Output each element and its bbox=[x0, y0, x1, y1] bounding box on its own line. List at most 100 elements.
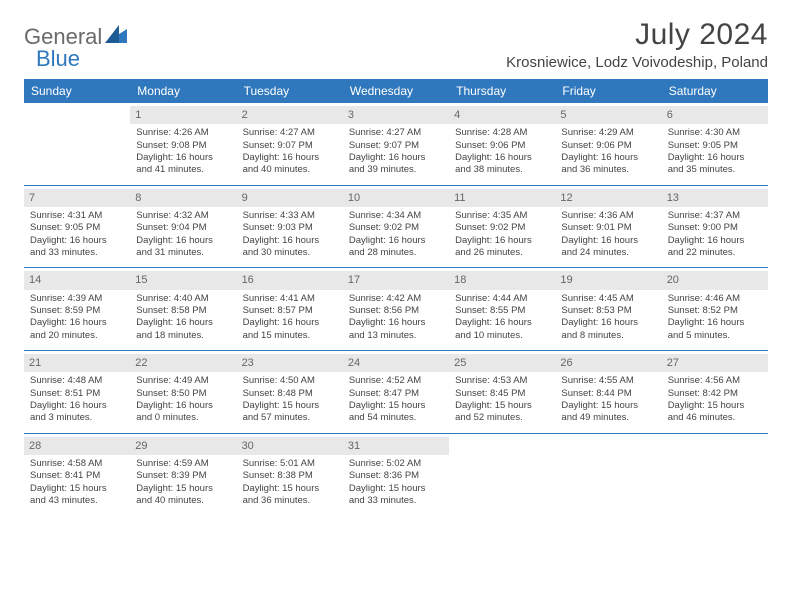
day-info-line: Sunrise: 4:45 AM bbox=[561, 293, 655, 305]
dow-friday: Friday bbox=[555, 79, 661, 103]
dow-sunday: Sunday bbox=[24, 79, 130, 103]
day-info-line: Daylight: 15 hours bbox=[136, 483, 230, 495]
day-cell: 11Sunrise: 4:35 AMSunset: 9:02 PMDayligh… bbox=[449, 186, 555, 268]
day-info-line: and 54 minutes. bbox=[349, 412, 443, 424]
day-number: 19 bbox=[555, 271, 661, 289]
day-cell: 15Sunrise: 4:40 AMSunset: 8:58 PMDayligh… bbox=[130, 268, 236, 350]
day-info-line: Sunrise: 4:35 AM bbox=[455, 210, 549, 222]
day-info-line: Daylight: 15 hours bbox=[30, 483, 124, 495]
week-row: .1Sunrise: 4:26 AMSunset: 9:08 PMDayligh… bbox=[24, 103, 768, 185]
day-info-line: Daylight: 16 hours bbox=[243, 152, 337, 164]
day-number: 17 bbox=[343, 271, 449, 289]
day-info-line: Sunrise: 4:59 AM bbox=[136, 458, 230, 470]
day-info-line: Sunset: 9:03 PM bbox=[243, 222, 337, 234]
day-cell: 9Sunrise: 4:33 AMSunset: 9:03 PMDaylight… bbox=[237, 186, 343, 268]
day-info-line: Sunset: 8:58 PM bbox=[136, 305, 230, 317]
day-cell: 5Sunrise: 4:29 AMSunset: 9:06 PMDaylight… bbox=[555, 103, 661, 185]
day-cell: 17Sunrise: 4:42 AMSunset: 8:56 PMDayligh… bbox=[343, 268, 449, 350]
day-info-line: Sunset: 9:01 PM bbox=[561, 222, 655, 234]
day-number: 30 bbox=[237, 437, 343, 455]
day-info-line: Daylight: 16 hours bbox=[30, 317, 124, 329]
day-cell: . bbox=[24, 103, 130, 185]
day-number: 3 bbox=[343, 106, 449, 124]
day-info-line: Sunset: 8:39 PM bbox=[136, 470, 230, 482]
day-cell: . bbox=[449, 434, 555, 516]
day-info-line: Sunrise: 4:31 AM bbox=[30, 210, 124, 222]
day-number: 31 bbox=[343, 437, 449, 455]
day-info-line: Daylight: 16 hours bbox=[561, 235, 655, 247]
day-info-line: Sunrise: 4:26 AM bbox=[136, 127, 230, 139]
day-info-line: and 38 minutes. bbox=[455, 164, 549, 176]
day-info-line: and 24 minutes. bbox=[561, 247, 655, 259]
day-info-line: Daylight: 16 hours bbox=[30, 235, 124, 247]
day-cell: 7Sunrise: 4:31 AMSunset: 9:05 PMDaylight… bbox=[24, 186, 130, 268]
header: General July 2024 Krosniewice, Lodz Voiv… bbox=[24, 18, 768, 71]
day-info-line: Daylight: 16 hours bbox=[136, 317, 230, 329]
day-info-line: and 35 minutes. bbox=[668, 164, 762, 176]
day-info-line: and 13 minutes. bbox=[349, 330, 443, 342]
day-cell: 18Sunrise: 4:44 AMSunset: 8:55 PMDayligh… bbox=[449, 268, 555, 350]
day-info-line: and 39 minutes. bbox=[349, 164, 443, 176]
day-info-line: Daylight: 16 hours bbox=[455, 317, 549, 329]
day-info-line: and 22 minutes. bbox=[668, 247, 762, 259]
day-info-line: and 40 minutes. bbox=[243, 164, 337, 176]
day-info-line: and 3 minutes. bbox=[30, 412, 124, 424]
day-info-line: Sunrise: 4:46 AM bbox=[668, 293, 762, 305]
logo-text-blue: Blue bbox=[36, 46, 80, 71]
day-info-line: and 0 minutes. bbox=[136, 412, 230, 424]
day-info-line: Sunrise: 4:56 AM bbox=[668, 375, 762, 387]
day-info-line: Sunset: 9:06 PM bbox=[561, 140, 655, 152]
day-number: 5 bbox=[555, 106, 661, 124]
day-number: 16 bbox=[237, 271, 343, 289]
day-cell: 8Sunrise: 4:32 AMSunset: 9:04 PMDaylight… bbox=[130, 186, 236, 268]
day-info-line: and 15 minutes. bbox=[243, 330, 337, 342]
day-cell: 10Sunrise: 4:34 AMSunset: 9:02 PMDayligh… bbox=[343, 186, 449, 268]
day-info-line: Sunset: 9:05 PM bbox=[668, 140, 762, 152]
day-info-line: Sunrise: 4:34 AM bbox=[349, 210, 443, 222]
day-info-line: Daylight: 16 hours bbox=[243, 235, 337, 247]
day-info-line: Sunset: 8:52 PM bbox=[668, 305, 762, 317]
day-cell: 6Sunrise: 4:30 AMSunset: 9:05 PMDaylight… bbox=[662, 103, 768, 185]
day-info-line: and 33 minutes. bbox=[349, 495, 443, 507]
day-info-line: Sunrise: 4:28 AM bbox=[455, 127, 549, 139]
day-info-line: Sunset: 8:44 PM bbox=[561, 388, 655, 400]
day-cell: 31Sunrise: 5:02 AMSunset: 8:36 PMDayligh… bbox=[343, 434, 449, 516]
day-number: 13 bbox=[662, 189, 768, 207]
day-info-line: Sunset: 8:57 PM bbox=[243, 305, 337, 317]
day-cell: 29 Sunrise: 4:59 AMSunset: 8:39 PMDayligh… bbox=[130, 434, 236, 516]
day-info-line: Sunrise: 4:36 AM bbox=[561, 210, 655, 222]
day-info-line: Sunrise: 4:58 AM bbox=[30, 458, 124, 470]
day-info-line: Daylight: 16 hours bbox=[668, 235, 762, 247]
day-info-line: Daylight: 16 hours bbox=[349, 235, 443, 247]
day-info-line: Sunset: 9:07 PM bbox=[243, 140, 337, 152]
day-cell: 12Sunrise: 4:36 AMSunset: 9:01 PMDayligh… bbox=[555, 186, 661, 268]
day-number: 4 bbox=[449, 106, 555, 124]
day-info-line: Daylight: 16 hours bbox=[668, 317, 762, 329]
day-info-line: and 18 minutes. bbox=[136, 330, 230, 342]
day-number: 29 bbox=[130, 437, 236, 455]
day-cell: 30Sunrise: 5:01 AMSunset: 8:38 PMDayligh… bbox=[237, 434, 343, 516]
day-number: 28 bbox=[24, 437, 130, 455]
day-info-line: Sunrise: 4:40 AM bbox=[136, 293, 230, 305]
dow-thursday: Thursday bbox=[449, 79, 555, 103]
dow-tuesday: Tuesday bbox=[237, 79, 343, 103]
dow-saturday: Saturday bbox=[662, 79, 768, 103]
day-cell: 16Sunrise: 4:41 AMSunset: 8:57 PMDayligh… bbox=[237, 268, 343, 350]
day-info-line: Sunrise: 4:29 AM bbox=[561, 127, 655, 139]
day-info-line: Sunset: 9:05 PM bbox=[30, 222, 124, 234]
day-cell: 4Sunrise: 4:28 AMSunset: 9:06 PMDaylight… bbox=[449, 103, 555, 185]
day-cell: 27Sunrise: 4:56 AMSunset: 8:42 PMDayligh… bbox=[662, 351, 768, 433]
day-info-line: Sunrise: 4:48 AM bbox=[30, 375, 124, 387]
day-cell: 13Sunrise: 4:37 AMSunset: 9:00 PMDayligh… bbox=[662, 186, 768, 268]
day-cell: 19Sunrise: 4:45 AMSunset: 8:53 PMDayligh… bbox=[555, 268, 661, 350]
day-cell: 24Sunrise: 4:52 AMSunset: 8:47 PMDayligh… bbox=[343, 351, 449, 433]
day-number: 23 bbox=[237, 354, 343, 372]
day-info-line: Daylight: 16 hours bbox=[243, 317, 337, 329]
day-number: 8 bbox=[130, 189, 236, 207]
day-info-line: and 28 minutes. bbox=[349, 247, 443, 259]
day-info-line: and 36 minutes. bbox=[243, 495, 337, 507]
day-info-line: Sunset: 8:48 PM bbox=[243, 388, 337, 400]
day-info-line: and 36 minutes. bbox=[561, 164, 655, 176]
day-cell: 23Sunrise: 4:50 AMSunset: 8:48 PMDayligh… bbox=[237, 351, 343, 433]
day-info-line: and 31 minutes. bbox=[136, 247, 230, 259]
